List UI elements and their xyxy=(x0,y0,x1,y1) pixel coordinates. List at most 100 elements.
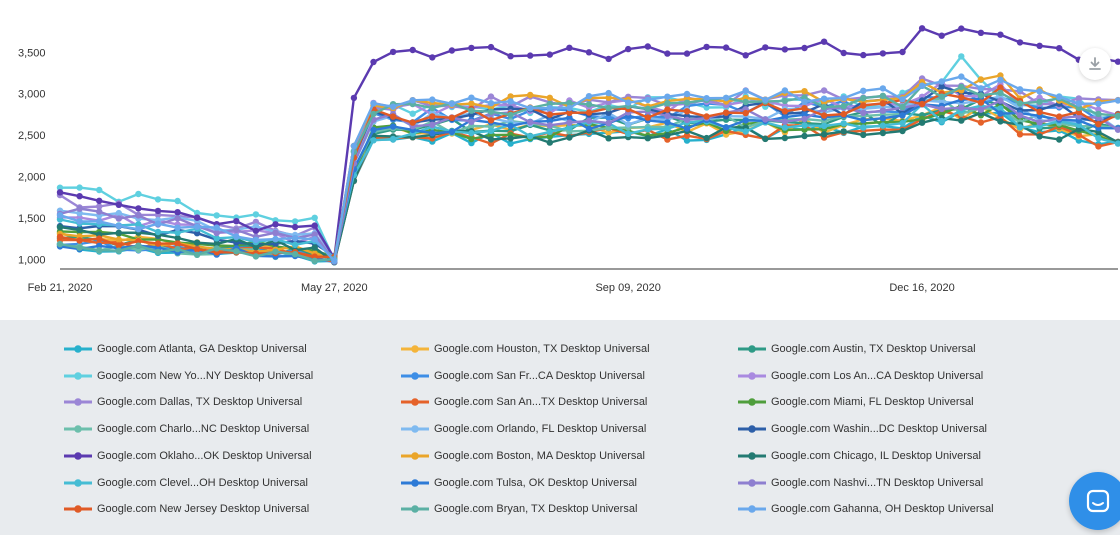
download-button[interactable] xyxy=(1079,48,1111,80)
legend-item[interactable]: Google.com Clevel...OH Desktop Universal xyxy=(63,474,308,492)
data-point xyxy=(193,223,201,230)
data-point xyxy=(605,114,612,121)
data-point xyxy=(56,189,64,196)
legend-item[interactable]: Google.com Charlo...NC Desktop Universal xyxy=(63,420,309,438)
data-point xyxy=(664,112,671,120)
data-point xyxy=(977,29,985,36)
legend-item[interactable]: Google.com Tulsa, OK Desktop Universal xyxy=(400,474,637,492)
legend-swatch xyxy=(64,478,92,487)
data-point xyxy=(174,209,181,216)
data-point xyxy=(507,111,514,119)
legend-swatch xyxy=(401,371,429,380)
legend-item[interactable]: Google.com Austin, TX Desktop Universal xyxy=(737,340,976,358)
data-point xyxy=(566,114,573,121)
data-point xyxy=(409,119,416,126)
legend-swatch-dot xyxy=(74,371,82,380)
legend-item[interactable]: Google.com Miami, FL Desktop Universal xyxy=(737,393,974,411)
legend-item[interactable]: Google.com Boston, MA Desktop Universal xyxy=(400,447,645,465)
data-point xyxy=(468,129,475,137)
legend-swatch-dot xyxy=(411,478,419,487)
data-point xyxy=(311,214,318,221)
data-point xyxy=(448,114,456,122)
data-point xyxy=(860,117,867,124)
data-point xyxy=(429,104,436,112)
legend-item[interactable]: Google.com New Jersey Desktop Universal xyxy=(63,500,309,518)
legend-swatch-dot xyxy=(411,451,419,460)
legend-item[interactable]: Google.com Dallas, TX Desktop Universal xyxy=(63,393,302,411)
legend-item[interactable]: Google.com Nashvi...TN Desktop Universal xyxy=(737,474,983,492)
legend-item[interactable]: Google.com Orlando, FL Desktop Universal xyxy=(400,420,646,438)
legend-swatch xyxy=(64,451,92,460)
data-point xyxy=(135,205,142,212)
data-point xyxy=(918,119,926,126)
data-point xyxy=(96,218,103,225)
data-point xyxy=(272,235,279,243)
data-point xyxy=(370,58,377,66)
data-point xyxy=(644,114,651,121)
data-point xyxy=(938,32,945,39)
data-point xyxy=(801,44,808,52)
data-point xyxy=(468,100,475,107)
legend-item[interactable]: Google.com Oklaho...OK Desktop Universal xyxy=(63,447,312,465)
x-tick-label: Feb 21, 2020 xyxy=(28,282,93,294)
legend-item[interactable]: Google.com Washin...DC Desktop Universal xyxy=(737,420,987,438)
data-point xyxy=(115,242,123,249)
legend-swatch-dot xyxy=(74,478,82,487)
data-point xyxy=(605,104,612,112)
data-point xyxy=(76,210,83,217)
data-point xyxy=(193,214,201,221)
legend-label: Google.com Los An...CA Desktop Universal xyxy=(771,369,984,382)
data-point xyxy=(840,110,847,118)
data-point xyxy=(997,105,1004,112)
legend-item[interactable]: Google.com Gahanna, OH Desktop Universal xyxy=(737,500,994,518)
data-point xyxy=(840,94,847,102)
legend-item[interactable]: Google.com Houston, TX Desktop Universal xyxy=(400,340,650,358)
data-point xyxy=(135,238,142,245)
data-point xyxy=(507,98,514,105)
legend-swatch xyxy=(401,505,429,513)
data-point xyxy=(605,119,612,127)
legend-label: Google.com Gahanna, OH Desktop Universal xyxy=(771,503,994,516)
data-point xyxy=(448,100,456,108)
data-point xyxy=(272,248,279,255)
data-point xyxy=(585,93,593,100)
data-point xyxy=(76,226,83,234)
legend-swatch-dot xyxy=(411,425,419,433)
legend-label: Google.com Miami, FL Desktop Universal xyxy=(771,396,974,409)
data-point xyxy=(527,119,534,126)
data-point xyxy=(1016,39,1024,46)
data-point xyxy=(252,211,260,218)
data-point xyxy=(468,135,475,143)
legend-swatch-dot xyxy=(411,371,419,380)
data-point xyxy=(566,109,573,117)
legend-item[interactable]: Google.com Los An...CA Desktop Universal xyxy=(737,367,983,385)
data-point xyxy=(703,134,710,142)
line-chart: 1,000 1,500 2,000 2,500 3,000 3,500 Feb 21, 20… xyxy=(18,25,1120,294)
data-point xyxy=(370,110,377,118)
chat-widget-button[interactable] xyxy=(1069,472,1120,530)
legend-swatch xyxy=(738,425,766,433)
data-point xyxy=(1056,113,1063,120)
legend-item[interactable]: Google.com San Fr...CA Desktop Universal xyxy=(400,367,645,385)
legend-item[interactable]: Google.com Chicago, IL Desktop Universal xyxy=(737,447,981,465)
legend-item[interactable]: Google.com San An...TX Desktop Universal xyxy=(400,393,647,411)
data-point xyxy=(213,229,220,237)
data-point xyxy=(977,99,985,106)
data-point xyxy=(781,114,789,121)
data-point xyxy=(781,97,789,105)
data-point xyxy=(350,142,358,150)
data-point xyxy=(958,73,965,80)
data-point xyxy=(644,105,651,113)
data-point xyxy=(507,53,514,60)
legend-swatch xyxy=(64,425,92,433)
legend-item[interactable]: Google.com New Yo...NY Desktop Universal xyxy=(63,367,313,385)
data-point xyxy=(115,236,123,243)
data-point xyxy=(1036,108,1043,116)
data-point xyxy=(56,223,64,231)
legend-item[interactable]: Google.com Bryan, TX Desktop Universal xyxy=(400,500,637,518)
legend-swatch-dot xyxy=(411,505,419,513)
data-point xyxy=(429,113,436,120)
legend-item[interactable]: Google.com Atlanta, GA Desktop Universal xyxy=(63,340,307,358)
data-point xyxy=(1016,112,1024,119)
data-point xyxy=(56,184,64,191)
